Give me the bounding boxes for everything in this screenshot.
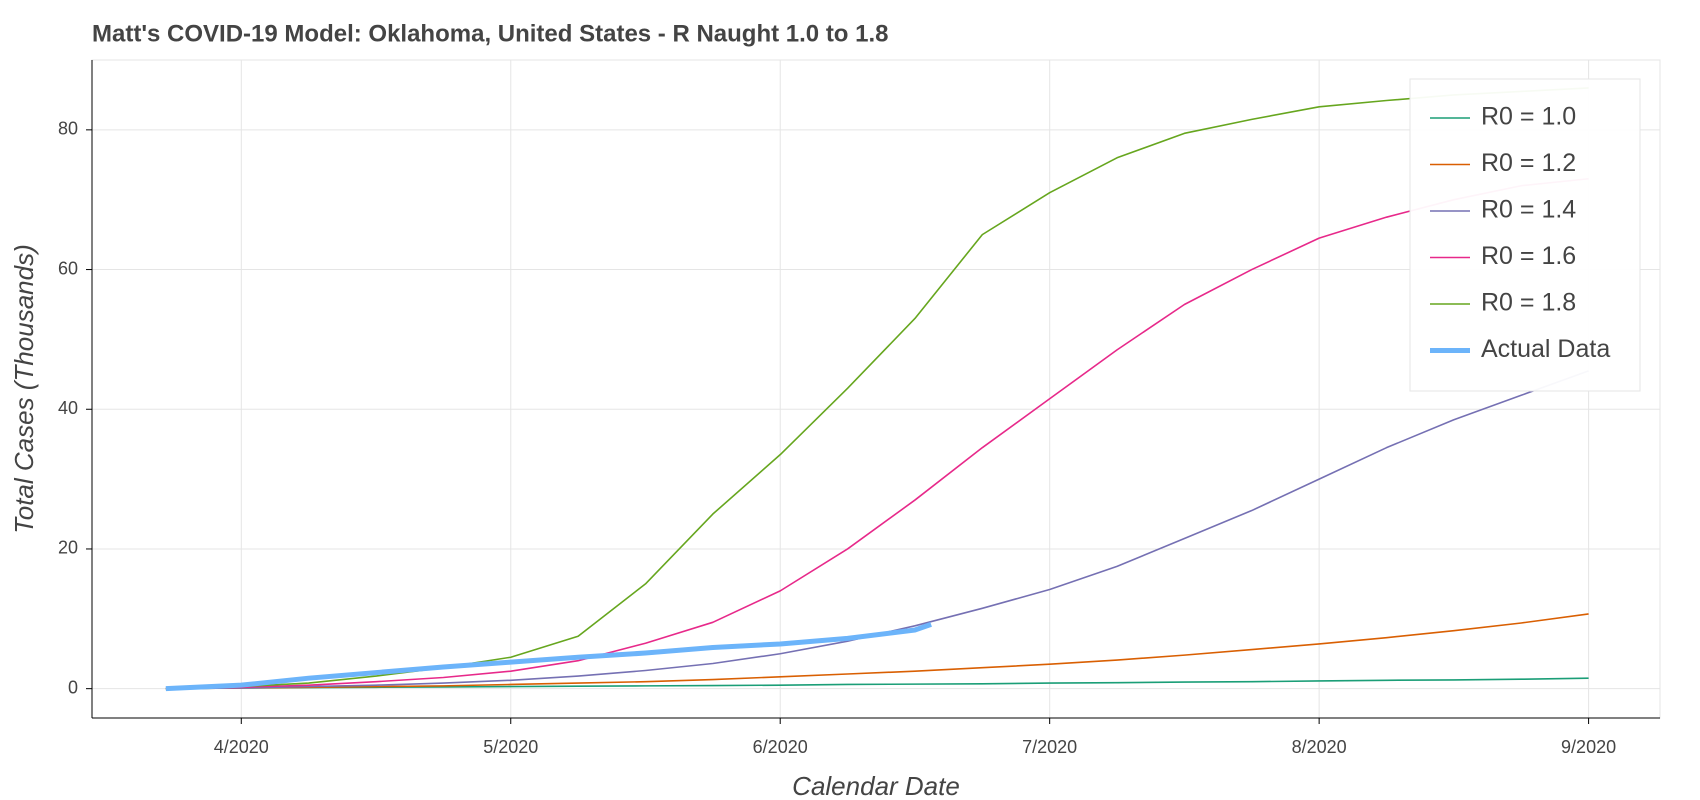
series-line: [165, 87, 1589, 690]
x-tick-label: 9/2020: [1561, 737, 1616, 757]
y-tick-label: 80: [58, 119, 78, 139]
y-tick-label: 60: [58, 258, 78, 278]
y-tick-label: 20: [58, 538, 78, 558]
y-axis-title: Total Cases (Thousands): [9, 244, 39, 534]
legend-label: R0 = 1.2: [1481, 149, 1576, 177]
y-tick-label: 40: [58, 398, 78, 418]
legend-box: [1409, 78, 1641, 392]
series-line: [165, 370, 1589, 690]
x-tick-label: 8/2020: [1292, 737, 1347, 757]
x-tick-label: 5/2020: [483, 737, 538, 757]
series-line: [165, 677, 1589, 690]
legend-label: R0 = 1.8: [1481, 289, 1576, 317]
legend-label: R0 = 1.6: [1481, 242, 1576, 270]
series-line: [165, 177, 1589, 690]
legend-label: R0 = 1.4: [1481, 196, 1576, 224]
x-tick-label: 7/2020: [1022, 737, 1077, 757]
x-tick-label: 4/2020: [214, 737, 269, 757]
legend-label: R0 = 1.0: [1481, 103, 1576, 131]
legend: R0 = 1.0 R0 = 1.2 R0 = 1.4 R0 = 1.6 R0 = 1.8…: [1409, 78, 1641, 392]
legend-label: Actual Data: [1481, 335, 1610, 363]
chart-title: Matt's COVID-19 Model: Oklahoma, United …: [92, 20, 889, 47]
series-line: [165, 613, 1589, 690]
y-tick-label: 0: [68, 677, 78, 697]
x-tick-label: 6/2020: [753, 737, 808, 757]
series-line: [165, 622, 932, 692]
x-axis-title: Calendar Date: [792, 771, 960, 800]
